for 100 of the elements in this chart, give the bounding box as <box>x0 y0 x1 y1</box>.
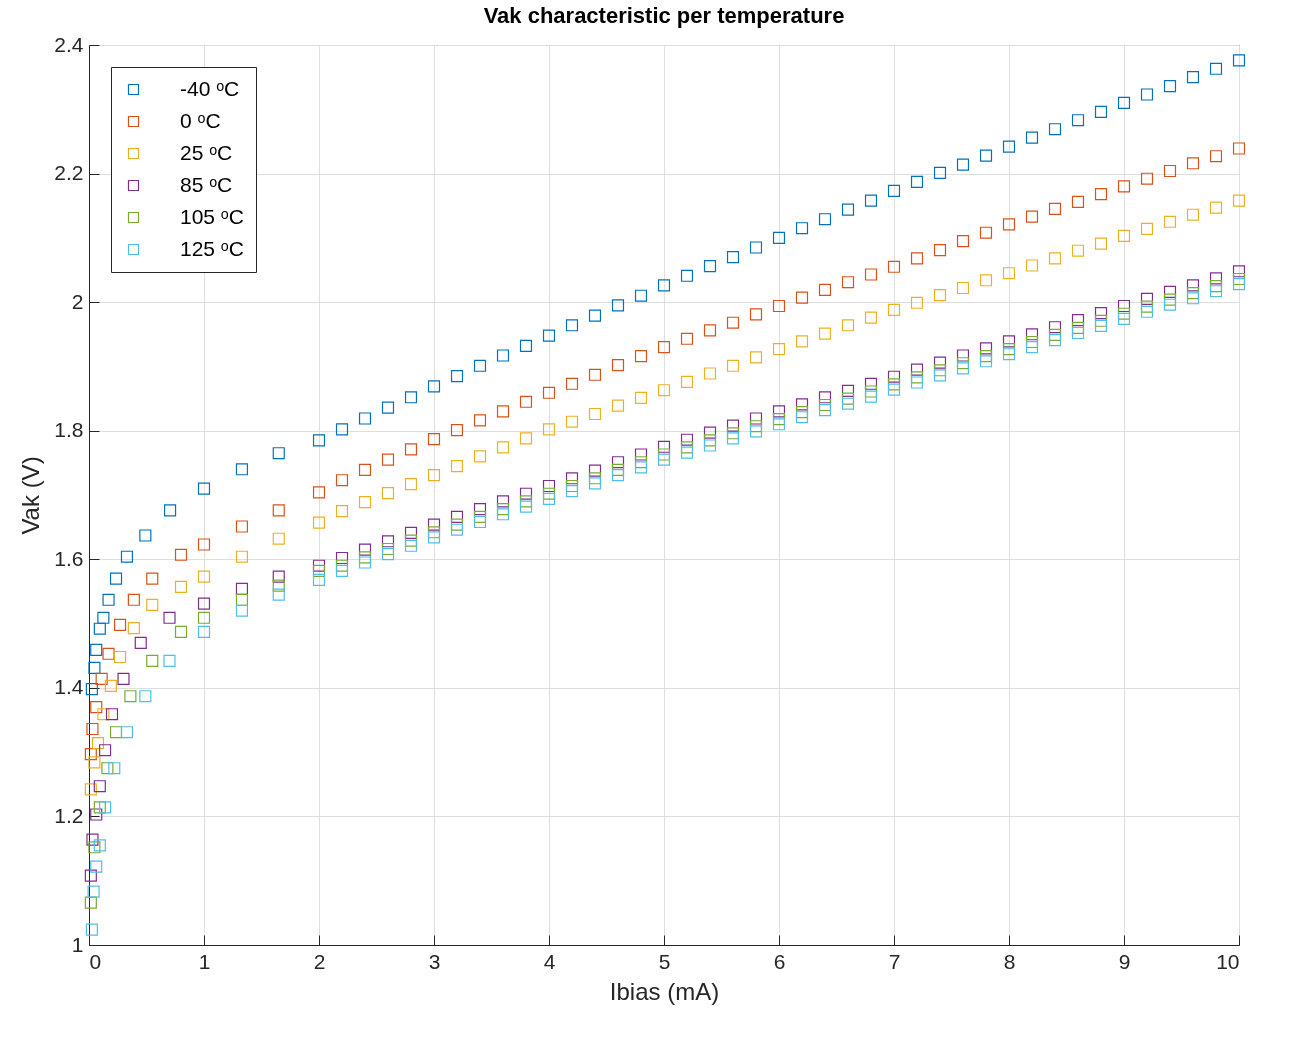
point <box>450 510 464 523</box>
point <box>90 701 103 714</box>
point <box>1140 222 1154 235</box>
point <box>1209 150 1223 163</box>
point <box>565 415 579 428</box>
point <box>381 453 395 466</box>
point <box>163 611 176 624</box>
point <box>956 362 970 375</box>
point <box>910 175 924 189</box>
point <box>634 289 648 302</box>
point <box>703 367 717 380</box>
point <box>611 359 625 372</box>
point <box>1002 267 1016 280</box>
point <box>335 564 349 577</box>
point <box>1094 237 1108 250</box>
point <box>887 383 901 396</box>
point <box>358 551 372 564</box>
point <box>99 801 112 814</box>
legend-label: 125 ᵒC <box>180 236 244 260</box>
point <box>657 384 671 397</box>
x-tick-label: 7 <box>888 949 901 973</box>
point <box>163 654 176 667</box>
point <box>86 833 99 846</box>
point <box>1048 321 1062 334</box>
point <box>1025 335 1039 349</box>
point <box>1094 105 1108 118</box>
point <box>588 309 602 322</box>
point <box>1232 278 1246 291</box>
point <box>749 351 763 364</box>
y-tick-label: 2.4 <box>54 32 84 56</box>
point <box>933 356 947 369</box>
point <box>108 762 121 775</box>
point <box>588 407 602 421</box>
point <box>450 423 464 437</box>
point <box>197 570 211 583</box>
y-tick-label: 1.4 <box>54 675 84 699</box>
point <box>979 226 993 239</box>
point <box>235 604 249 617</box>
point <box>1186 71 1200 84</box>
point <box>88 661 101 675</box>
point <box>404 539 418 552</box>
point <box>84 783 97 796</box>
point <box>113 618 127 631</box>
point <box>795 222 809 235</box>
point <box>565 472 579 485</box>
point <box>102 593 115 606</box>
point <box>1094 188 1108 201</box>
point <box>588 368 602 381</box>
point <box>910 376 924 389</box>
point <box>109 572 123 585</box>
point <box>956 357 970 370</box>
point <box>657 448 671 461</box>
point <box>312 573 326 586</box>
point <box>795 398 809 411</box>
point <box>404 477 418 491</box>
point <box>1209 279 1223 293</box>
point <box>1094 306 1108 320</box>
point <box>841 319 855 332</box>
point <box>1071 195 1085 208</box>
point <box>611 463 625 477</box>
point <box>1163 285 1177 298</box>
point <box>818 327 832 340</box>
point <box>146 598 159 612</box>
point <box>1094 319 1108 333</box>
point <box>1117 229 1131 243</box>
point <box>1209 285 1223 298</box>
point <box>910 252 924 265</box>
y-axis-title: Vak (V) <box>17 456 45 535</box>
point <box>657 341 671 354</box>
point <box>312 564 326 577</box>
point <box>197 538 211 551</box>
point <box>450 523 464 536</box>
point <box>1117 96 1131 109</box>
point <box>1209 62 1223 75</box>
chart-title: Vak characteristic per temperature <box>483 3 845 28</box>
point <box>1140 292 1154 306</box>
point <box>164 504 177 517</box>
point <box>312 486 326 499</box>
point <box>818 213 832 226</box>
x-tick-label: 6 <box>773 949 786 973</box>
point <box>85 923 98 936</box>
point <box>703 439 717 452</box>
point <box>1048 333 1062 347</box>
legend-label: 0 ᵒC <box>180 108 221 132</box>
point <box>90 643 103 657</box>
point <box>588 472 602 485</box>
point <box>634 350 648 363</box>
point <box>979 350 993 363</box>
point <box>703 324 717 337</box>
point <box>1232 265 1246 278</box>
point <box>473 515 487 529</box>
point <box>174 580 188 594</box>
point <box>703 434 717 447</box>
point <box>86 722 99 736</box>
point <box>1163 164 1177 178</box>
point <box>97 611 110 624</box>
point <box>235 520 249 533</box>
point <box>113 650 127 664</box>
point <box>1163 215 1177 228</box>
point <box>88 756 101 769</box>
